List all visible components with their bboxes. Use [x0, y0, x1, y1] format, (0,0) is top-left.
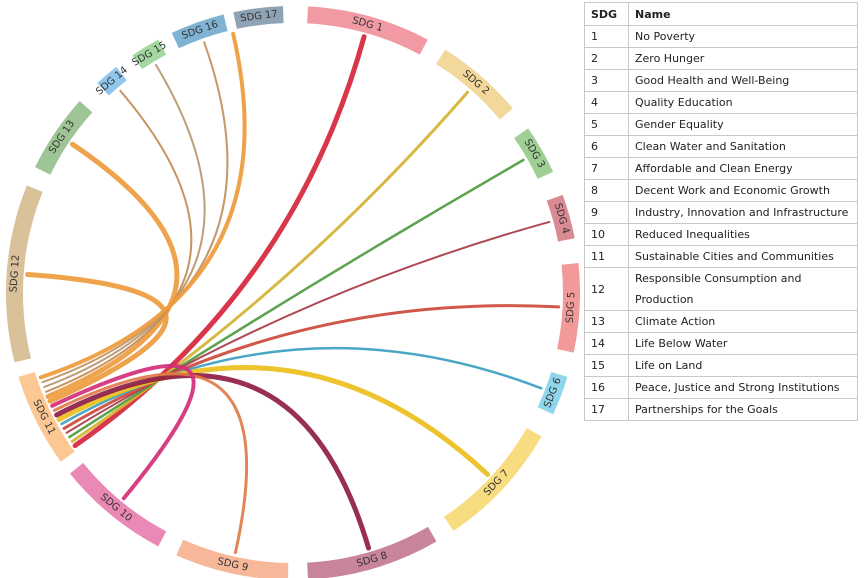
sdg-12-arc	[6, 185, 43, 363]
sdg-4-arc	[546, 194, 575, 242]
sdg-name-cell: Life on Land	[628, 354, 858, 377]
sdg-17-label: SDG 17	[240, 9, 279, 25]
sdg-name-cell: Partnerships for the Goals	[628, 398, 858, 421]
table-row: 7 Affordable and Clean Energy	[584, 157, 858, 180]
sdg-13-arc	[35, 100, 93, 175]
sdg-number-cell: 13	[584, 310, 629, 333]
sdg-5-to-sdg-11-link	[62, 304, 561, 430]
table-row: 15 Life on Land	[584, 354, 858, 377]
table-row: 14 Life Below Water	[584, 332, 858, 355]
table-row: 8 Decent Work and Economic Growth	[584, 179, 858, 202]
table-row: 9 Industry, Innovation and Infrastructure	[584, 201, 858, 224]
sdg-4-to-sdg-11-link	[65, 220, 551, 434]
sdg-12-label: SDG 12	[8, 254, 22, 292]
sdg-7-arc	[443, 428, 542, 531]
sdg-2-to-sdg-11-link	[70, 90, 470, 443]
sdg-3-to-sdg-11-link	[68, 158, 525, 439]
sdg-legend-table: SDG Name 1 No Poverty 2 Zero Hunger 3 Good He…	[584, 2, 858, 421]
sdg-name-cell: Peace, Justice and Strong Institutions	[628, 376, 858, 399]
sdg-name-cell: Affordable and Clean Energy	[628, 157, 858, 180]
sdg-13-to-sdg-11-link	[45, 141, 180, 400]
sdg-name-cell: Zero Hunger	[628, 47, 858, 70]
sdg-number-cell: 17	[584, 398, 629, 421]
sdg-5-arc	[557, 263, 580, 353]
sdg-number-cell: 15	[584, 354, 629, 377]
sdg-number-cell: 16	[584, 376, 629, 399]
sdg-1-arc	[307, 6, 428, 55]
column-header-sdg: SDG	[584, 2, 629, 26]
table-row: 17 Partnerships for the Goals	[584, 398, 858, 421]
sdg-name-cell: Life Below Water	[628, 332, 858, 355]
sdg-name-cell: Clean Water and Sanitation	[628, 135, 858, 158]
sdg-number-cell: 14	[584, 332, 629, 355]
table-row: 5 Gender Equality	[584, 113, 858, 136]
sdg-name-cell: Sustainable Cities and Communities	[628, 245, 858, 268]
sdg-number-cell: 8	[584, 179, 629, 202]
sdg-number-cell: 1	[584, 25, 629, 48]
sdg-name-cell: Decent Work and Economic Growth	[628, 179, 858, 202]
table-row: 2 Zero Hunger	[584, 47, 858, 70]
sdg-16-to-sdg-11-link	[41, 41, 229, 384]
sdg-6-to-sdg-11-link	[60, 346, 543, 426]
table-row: 4 Quality Education	[584, 91, 858, 114]
sdg-15-arc	[132, 39, 167, 70]
sdg-number-cell: 6	[584, 135, 629, 158]
table-row: 3 Good Health and Well-Being	[584, 69, 858, 92]
sdg-14-to-sdg-11-link	[45, 89, 193, 393]
sdg-9-arc	[176, 539, 289, 578]
table-row: 1 No Poverty	[584, 25, 858, 48]
sdg-5-label: SDG 5	[565, 292, 578, 324]
table-row: 6 Clean Water and Sanitation	[584, 135, 858, 158]
sdg-name-cell: No Poverty	[628, 25, 858, 48]
sdg-number-cell: 5	[584, 113, 629, 136]
chord-links	[25, 31, 561, 555]
table-row: 12 Responsible Consumption and Production	[584, 267, 858, 311]
sdg-name-cell: Quality Education	[628, 91, 858, 114]
table-row: 16 Peace, Justice and Strong Institutions	[584, 376, 858, 399]
sdg-2-arc	[436, 49, 513, 120]
table-row: 10 Reduced Inequalities	[584, 223, 858, 246]
sdg-number-cell: 11	[584, 245, 629, 268]
sdg-10-arc	[69, 462, 167, 547]
sdg-3-arc	[514, 128, 554, 179]
sdg-number-cell: 10	[584, 223, 629, 246]
sdg-7-to-sdg-11-link	[56, 365, 491, 477]
sdg-name-cell: Industry, Innovation and Infrastructure	[628, 201, 858, 224]
sdg-9-to-sdg-11-link	[52, 372, 249, 555]
sdg-6-arc	[537, 371, 568, 415]
sdg-16-arc	[171, 14, 228, 49]
sdg-11-arc	[18, 371, 75, 462]
sdg-name-cell: Reduced Inequalities	[628, 223, 858, 246]
sdg-name-cell: Gender Equality	[628, 113, 858, 136]
sdg-17-to-sdg-11-link	[38, 31, 247, 380]
sdg-number-cell: 3	[584, 69, 629, 92]
sdg-name-cell: Climate Action	[628, 310, 858, 333]
sdg-name-cell: Good Health and Well-Being	[628, 69, 858, 92]
sdg-15-to-sdg-11-link	[43, 63, 206, 389]
sdg-number-cell: 12	[584, 267, 629, 311]
sdg-number-cell: 9	[584, 201, 629, 224]
sdg-name-cell: Responsible Consumption and Production	[628, 267, 858, 311]
table-row: 13 Climate Action	[584, 310, 858, 333]
column-header-name: Name	[628, 2, 858, 26]
sdg-8-to-sdg-11-link	[54, 373, 372, 551]
sdg-10-to-sdg-11-link	[50, 363, 196, 501]
table-row: 11 Sustainable Cities and Communities	[584, 245, 858, 268]
sdg-14-arc	[97, 66, 127, 96]
sdg-number-cell: 4	[584, 91, 629, 114]
sdg-8-arc	[307, 526, 437, 578]
sdg-number-cell: 7	[584, 157, 629, 180]
sdg-number-cell: 2	[584, 47, 629, 70]
table-header-row: SDG Name	[584, 2, 858, 26]
sdg-17-arc	[233, 6, 284, 29]
sdg-1-to-sdg-11-link	[72, 34, 367, 449]
